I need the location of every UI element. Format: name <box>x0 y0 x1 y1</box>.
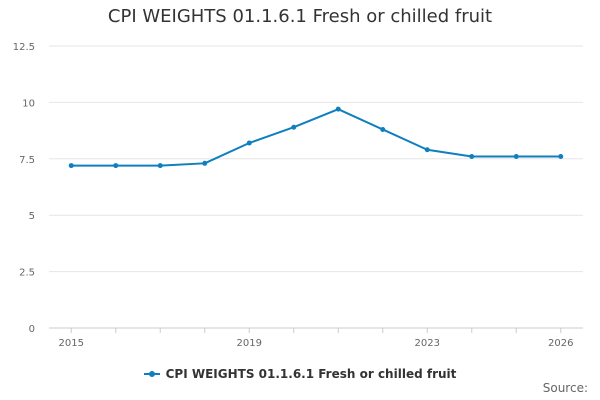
source-label: Source: <box>542 381 588 395</box>
y-tick-label: 10 <box>22 98 35 109</box>
legend[interactable]: CPI WEIGHTS 01.1.6.1 Fresh or chilled fr… <box>0 364 600 381</box>
series-layer <box>68 106 564 169</box>
data-point <box>246 140 252 146</box>
data-point <box>68 163 74 169</box>
legend-item[interactable]: CPI WEIGHTS 01.1.6.1 Fresh or chilled fr… <box>143 367 457 381</box>
data-point <box>513 154 519 160</box>
data-point <box>202 160 208 166</box>
x-tick-label: 2019 <box>237 338 262 349</box>
y-tick-label: 2.5 <box>19 268 35 279</box>
grid-lines <box>49 45 583 329</box>
data-point <box>291 124 297 130</box>
x-tick-label: 2023 <box>415 338 440 349</box>
data-point <box>113 163 119 169</box>
data-point <box>424 147 430 153</box>
x-tick-label: 2015 <box>59 338 84 349</box>
legend-label: CPI WEIGHTS 01.1.6.1 Fresh or chilled fr… <box>165 367 457 381</box>
data-point <box>469 154 475 160</box>
legend-line-marker-icon <box>143 371 160 377</box>
y-tick-label: 7.5 <box>19 155 35 166</box>
chart-title: CPI WEIGHTS 01.1.6.1 Fresh or chilled fr… <box>107 6 493 27</box>
data-point <box>380 126 386 132</box>
x-tick-label: 2026 <box>548 338 573 349</box>
axes: 0 2.5 5 7.5 10 12.5 2015 2019 2023 2026 <box>13 42 583 349</box>
data-point <box>157 163 163 169</box>
y-tick-label: 5 <box>29 211 35 222</box>
series-line <box>71 108 561 167</box>
y-tick-label: 12.5 <box>13 42 35 53</box>
data-point <box>558 154 564 160</box>
y-tick-label: 0 <box>29 324 35 335</box>
data-point <box>335 106 341 112</box>
